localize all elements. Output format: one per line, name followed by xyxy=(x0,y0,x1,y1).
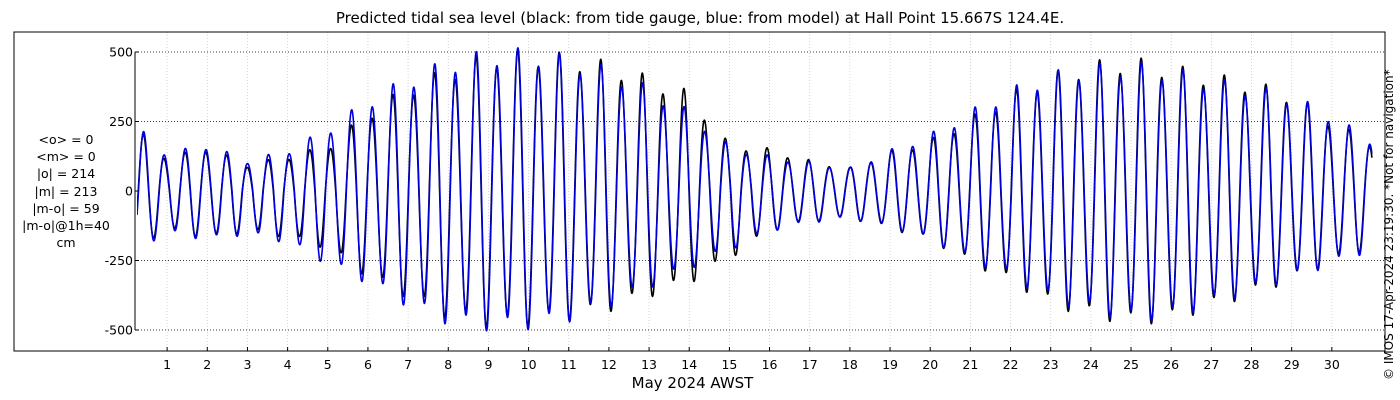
x-tick-label: 10 xyxy=(521,357,537,372)
x-tick-label: 22 xyxy=(1003,357,1019,372)
x-tick-label: 28 xyxy=(1244,357,1260,372)
x-tick-label: 26 xyxy=(1163,357,1179,372)
statistics-panel: <o> = 0 <m> = 0 |o| = 214 |m| = 213 |m-o… xyxy=(4,131,128,251)
x-tick-label: 16 xyxy=(762,357,778,372)
stat-abs-model: |m| = 213 xyxy=(34,183,98,199)
stat-mean-observed: <o> = 0 xyxy=(38,132,94,147)
x-tick-label: 6 xyxy=(364,357,372,372)
x-tick-label: 5 xyxy=(324,357,332,372)
x-tick-label: 19 xyxy=(882,357,898,372)
x-tick-label: 9 xyxy=(484,357,492,372)
y-tick-label: 250 xyxy=(109,114,133,129)
y-tick-label: 0 xyxy=(125,184,133,199)
x-tick-label: 20 xyxy=(922,357,938,372)
y-tick-label: 500 xyxy=(109,45,133,60)
copyright-text: © IMOS 17-Apr-2024 23:19:30. *Not for na… xyxy=(1382,69,1396,380)
x-tick-label: 24 xyxy=(1083,357,1099,372)
plot-frame xyxy=(13,31,1386,352)
x-tick-label: 3 xyxy=(243,357,251,372)
x-tick-label: 30 xyxy=(1324,357,1340,372)
x-tick-label: 17 xyxy=(802,357,818,372)
chart-title: Predicted tidal sea level (black: from t… xyxy=(335,9,1065,27)
x-tick-label: 21 xyxy=(962,357,978,372)
series-lines xyxy=(137,46,1373,332)
x-tick-label: 12 xyxy=(601,357,617,372)
x-tick-label: 23 xyxy=(1043,357,1059,372)
model-line xyxy=(137,46,1373,332)
x-tick-label: 7 xyxy=(404,357,412,372)
x-tick-label: 15 xyxy=(721,357,737,372)
axis-lines xyxy=(134,51,1333,351)
x-tick-label: 4 xyxy=(284,357,292,372)
x-tick-label: 13 xyxy=(641,357,657,372)
tick-labels: 1 2 3 4 5 6 7 8 9 10 11 12 13 14 15 16 17 18 19 20 21 22 23 24 2… xyxy=(105,45,1340,373)
stat-mean-model: <m> = 0 xyxy=(36,149,96,165)
copyright-notice: © IMOS 17-Apr-2024 23:19:30. *Not for na… xyxy=(1382,69,1400,400)
stat-abs-difference-1h: |m-o|@1h=40 xyxy=(22,218,110,234)
x-tick-label: 1 xyxy=(163,357,171,372)
x-tick-label: 14 xyxy=(681,357,697,372)
stat-abs-observed: |o| = 214 xyxy=(36,166,96,182)
x-tick-label: 27 xyxy=(1203,357,1219,372)
x-tick-label: 2 xyxy=(203,357,211,372)
stat-unit: cm xyxy=(56,235,76,251)
x-tick-label: 18 xyxy=(842,357,858,372)
y-tick-label: -250 xyxy=(105,253,133,268)
x-axis-label: May 2024 AWST xyxy=(631,374,754,392)
x-tick-label: 8 xyxy=(444,357,452,372)
stat-abs-difference: |m-o| = 59 xyxy=(32,200,100,216)
x-tick-label: 11 xyxy=(561,357,577,372)
tide-gauge-line xyxy=(137,48,1373,329)
x-tick-label: 25 xyxy=(1123,357,1139,372)
y-tick-label: -500 xyxy=(105,323,133,338)
x-tick-label: 29 xyxy=(1284,357,1300,372)
